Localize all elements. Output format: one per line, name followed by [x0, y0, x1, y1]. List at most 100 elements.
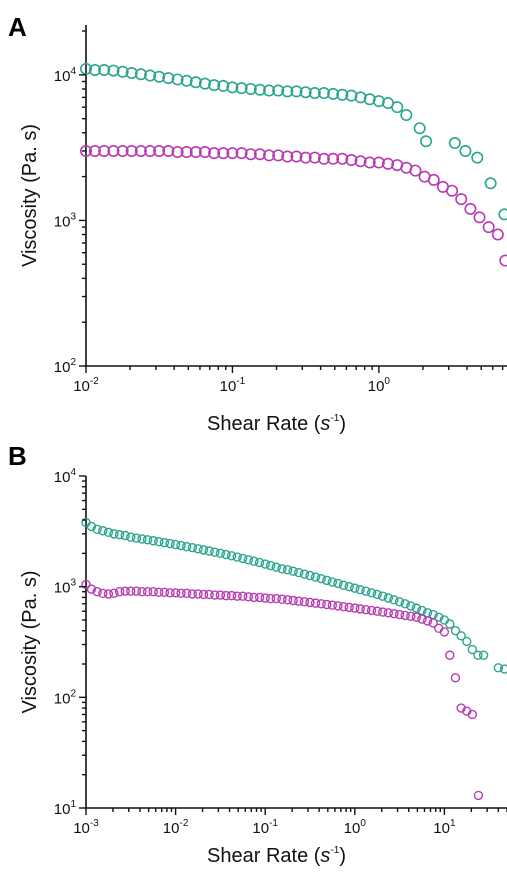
data-point — [322, 575, 332, 586]
data-point — [467, 709, 478, 720]
data-point — [372, 589, 382, 600]
data-point — [467, 644, 478, 655]
data-point — [450, 626, 461, 636]
data-point — [310, 598, 321, 608]
data-point — [354, 155, 367, 168]
data-point — [411, 612, 422, 622]
data-point — [263, 84, 276, 97]
panel-label-b: B — [8, 441, 27, 471]
data-point — [144, 144, 157, 157]
data-point — [88, 63, 101, 76]
data-point — [253, 83, 266, 96]
data-point — [176, 540, 186, 551]
data-point — [131, 586, 142, 596]
x-tick-label: 10-2 — [163, 818, 189, 837]
data-point — [464, 202, 477, 215]
y-axis-title: Viscosity (Pa. s) — [19, 124, 41, 267]
data-point — [305, 570, 315, 581]
data-point — [333, 601, 343, 611]
data-point — [327, 152, 340, 165]
data-point — [126, 586, 136, 596]
data-point — [86, 521, 97, 532]
data-point — [210, 590, 220, 600]
data-point — [294, 596, 304, 606]
x-tick-label: 10-1 — [252, 818, 278, 837]
data-point — [187, 542, 198, 553]
data-point — [455, 193, 468, 206]
data-point — [263, 149, 276, 162]
data-point — [120, 586, 130, 596]
data-point — [193, 589, 203, 599]
data-point — [344, 581, 354, 592]
data-point — [154, 587, 164, 597]
data-point — [243, 555, 254, 565]
data-point — [394, 609, 405, 620]
data-point — [473, 790, 484, 801]
data-point — [92, 524, 102, 534]
data-point — [260, 593, 270, 603]
data-point — [204, 546, 214, 556]
data-point — [217, 147, 230, 160]
data-point — [317, 87, 330, 100]
data-point — [80, 144, 93, 157]
data-point — [310, 572, 321, 582]
x-tick-label: 10-2 — [73, 376, 99, 395]
data-point — [345, 154, 358, 167]
data-point — [134, 144, 147, 157]
data-point — [107, 64, 120, 77]
data-point — [420, 135, 433, 148]
data-point — [299, 151, 312, 164]
data-point — [288, 595, 298, 606]
data-point — [499, 254, 507, 267]
data-point — [181, 541, 192, 552]
data-point — [171, 146, 184, 159]
data-point — [281, 85, 294, 98]
data-point — [473, 650, 483, 660]
data-point — [439, 627, 450, 637]
data-point — [215, 548, 226, 559]
data-point — [394, 597, 405, 607]
data-point — [142, 535, 153, 545]
data-point — [493, 663, 504, 673]
data-point — [299, 86, 312, 99]
data-point — [114, 587, 125, 597]
y-tick-label: 103 — [54, 578, 77, 597]
data-point — [125, 144, 138, 157]
data-point — [244, 82, 257, 95]
data-point — [478, 650, 489, 660]
data-point — [235, 147, 248, 160]
data-point — [221, 549, 231, 560]
data-point — [208, 79, 221, 92]
data-point — [355, 604, 365, 614]
y-tick-label: 103 — [54, 211, 77, 230]
data-point — [165, 588, 175, 598]
x-tick-label: 10-3 — [73, 818, 99, 837]
data-point — [142, 587, 153, 597]
data-point — [180, 146, 193, 159]
data-point — [317, 152, 330, 165]
data-point — [372, 156, 385, 169]
data-point — [422, 616, 433, 626]
data-point — [109, 529, 119, 539]
data-point — [154, 536, 164, 547]
y-tick-label: 104 — [54, 66, 77, 85]
chart-panel-a: 10-2 10-1 100 102 103 104 Shear Rate (s-1) Visc… — [19, 25, 507, 435]
data-point — [406, 601, 416, 611]
data-point — [456, 631, 466, 641]
data-point — [446, 184, 459, 197]
data-point — [215, 590, 226, 600]
data-point — [148, 587, 158, 597]
data-point — [308, 87, 321, 100]
data-point — [198, 146, 211, 159]
data-point — [109, 588, 119, 599]
data-point — [383, 593, 394, 603]
data-point — [427, 173, 440, 186]
data-point — [345, 89, 358, 102]
data-point — [226, 551, 237, 561]
data-point — [290, 85, 303, 98]
data-point — [389, 608, 399, 619]
data-point — [125, 66, 138, 79]
y-axis-title: Viscosity (Pa. s) — [19, 571, 41, 714]
data-point — [417, 614, 427, 624]
